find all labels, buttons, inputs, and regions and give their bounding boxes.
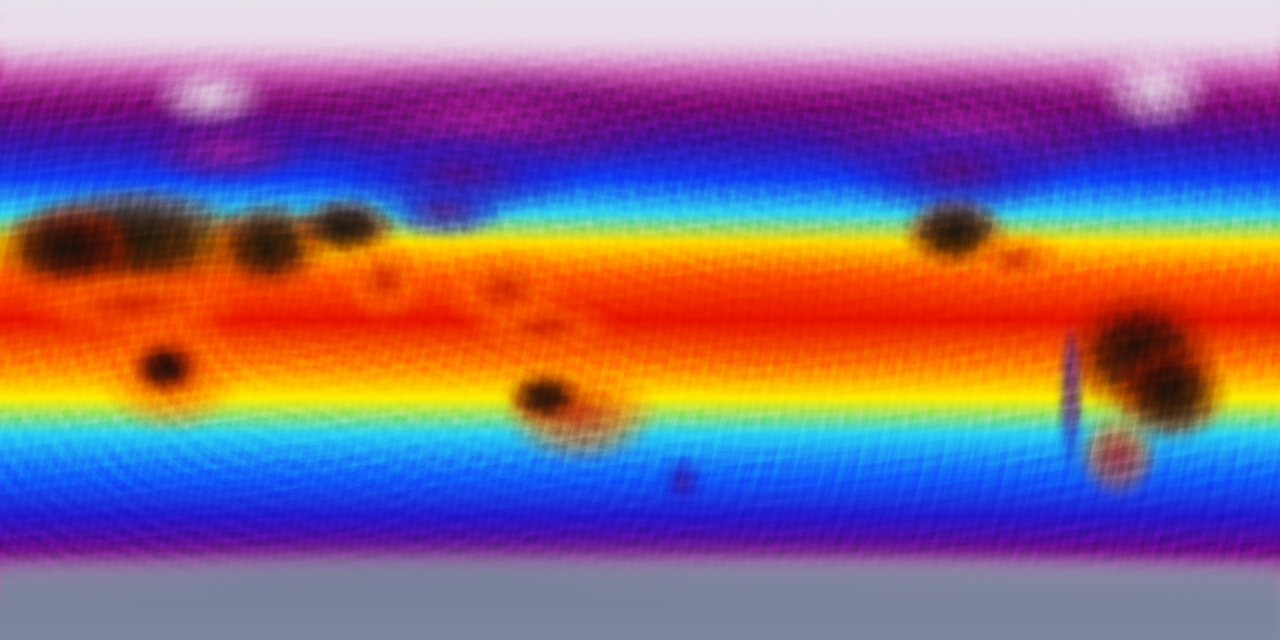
arctic-ice-cap — [0, 0, 1280, 90]
region-central-america — [960, 230, 1070, 290]
region-kalahari — [130, 340, 200, 395]
region-tropical-pacific-warm-pool — [560, 260, 1000, 370]
region-australia-outback — [505, 370, 585, 425]
region-argentina — [1075, 410, 1160, 500]
region-europe — [140, 115, 310, 185]
region-new-zealand — [660, 455, 705, 510]
antarctica-ice-sheet-edge — [60, 532, 740, 592]
region-tibetan-plateau — [380, 182, 510, 240]
region-india — [340, 238, 430, 323]
region-southern-ocean-cold-belt — [0, 448, 1280, 528]
region-andes-mountains — [1058, 320, 1084, 480]
